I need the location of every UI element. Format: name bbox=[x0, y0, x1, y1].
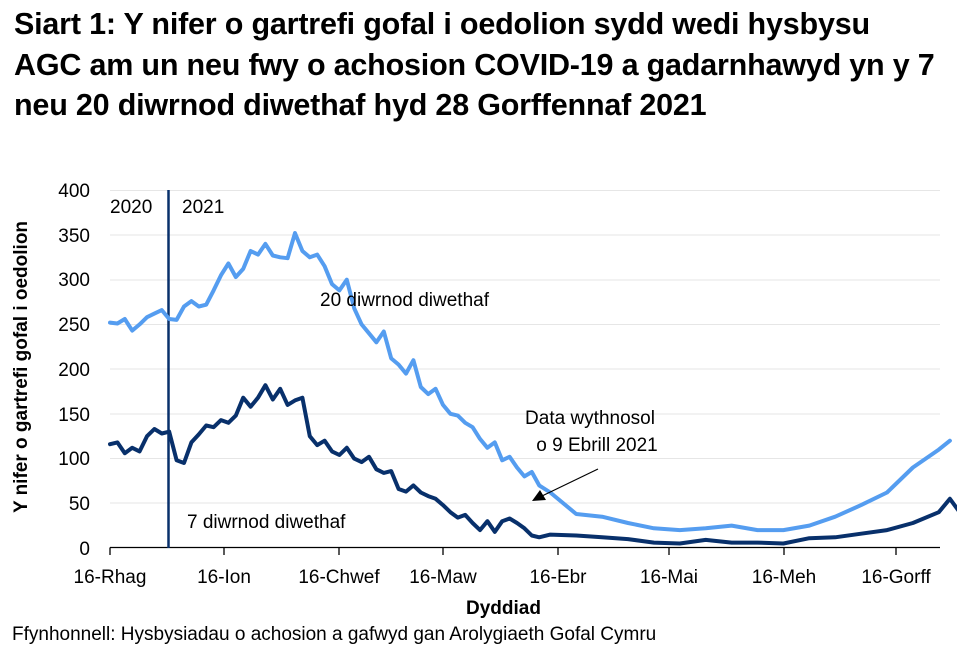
source-note: Ffynhonnell: Hysbysiadau o achosion a ga… bbox=[12, 624, 657, 645]
x-axis bbox=[109, 546, 940, 555]
annotation-line-1: Data wythnosol bbox=[525, 408, 655, 429]
annotation-line-2: o 9 Ebrill 2021 bbox=[536, 435, 657, 456]
series-label-7-day: 7 diwrnod diwethaf bbox=[187, 512, 346, 533]
y-tick-300: 300 bbox=[58, 270, 90, 291]
x-tick-16-meh: 16-Meh bbox=[752, 567, 816, 588]
x-axis-label: Dyddiad bbox=[466, 598, 541, 619]
y-axis-ticks: 400 350 300 250 200 150 100 50 0 bbox=[58, 181, 90, 560]
y-tick-100: 100 bbox=[58, 449, 90, 470]
year-label-2020: 2020 bbox=[110, 197, 152, 218]
y-tick-250: 250 bbox=[58, 315, 90, 336]
x-tick-16-chwef: 16-Chwef bbox=[298, 567, 380, 588]
year-label-2021: 2021 bbox=[182, 197, 224, 218]
x-tick-16-ebr: 16-Ebr bbox=[529, 567, 587, 588]
x-tick-16-gorff: 16-Gorff bbox=[861, 567, 931, 588]
y-tick-200: 200 bbox=[58, 360, 90, 381]
series-line-20-day bbox=[108, 231, 952, 533]
y-tick-350: 350 bbox=[58, 226, 90, 247]
y-tick-50: 50 bbox=[69, 494, 90, 515]
y-axis-label: Y nifer o gartrefi gofal i oedolion bbox=[11, 220, 32, 514]
chart-title: Siart 1: Y nifer o gartrefi gofal i oedo… bbox=[14, 7, 935, 122]
x-tick-16-mai: 16-Mai bbox=[640, 567, 698, 588]
x-axis-ticks: 16-Rhag 16-Ion 16-Chwef 16-Maw 16-Ebr 16… bbox=[74, 567, 932, 588]
y-tick-150: 150 bbox=[58, 405, 90, 426]
x-tick-16-rhag: 16-Rhag bbox=[74, 567, 147, 588]
x-tick-16-ion: 16-Ion bbox=[197, 567, 251, 588]
gridlines bbox=[110, 190, 940, 504]
series-label-20-day: 20 diwrnod diwethaf bbox=[320, 290, 490, 311]
y-tick-400: 400 bbox=[58, 181, 90, 202]
y-tick-0: 0 bbox=[79, 539, 90, 560]
x-tick-16-maw: 16-Maw bbox=[409, 567, 477, 588]
series-line-7-day bbox=[108, 383, 957, 546]
annotation-arrow-icon bbox=[532, 468, 599, 501]
